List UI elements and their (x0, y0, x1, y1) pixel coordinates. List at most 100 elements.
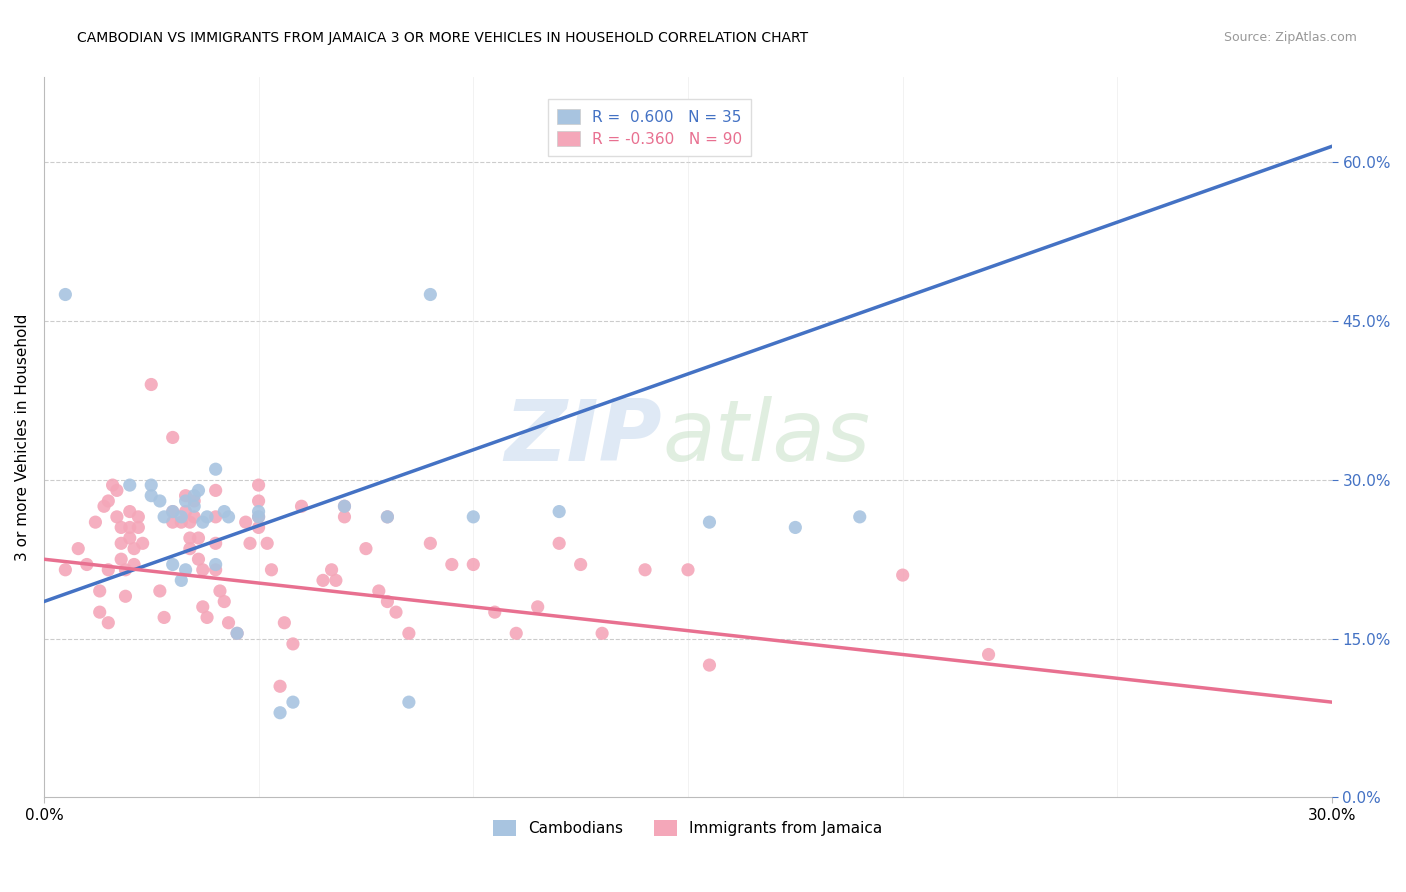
Point (848, 509, 870, 524)
Point (174, 563, 197, 577)
Point (101, 478, 124, 492)
Point (235, 515, 257, 529)
Point (170, 574, 193, 588)
Point (256, 536, 278, 550)
Point (53, 287, 76, 301)
Point (110, 536, 132, 550)
Point (195, 509, 218, 524)
Text: CAMBODIAN VS IMMIGRANTS FROM JAMAICA 3 OR MORE VEHICLES IN HOUSEHOLD CORRELATION: CAMBODIAN VS IMMIGRANTS FROM JAMAICA 3 O… (77, 31, 808, 45)
Point (204, 536, 226, 550)
Point (187, 483, 209, 498)
Point (204, 462, 226, 476)
Point (204, 558, 226, 572)
Point (891, 568, 914, 582)
Point (187, 552, 209, 566)
Point (118, 531, 141, 545)
Point (785, 520, 807, 534)
Point (97, 615, 120, 630)
Point (97, 563, 120, 577)
Point (290, 500, 312, 514)
Point (89, 605, 111, 619)
Point (53, 563, 76, 577)
Point (97, 494, 120, 508)
Point (162, 504, 184, 518)
Point (149, 494, 172, 508)
Point (110, 520, 132, 534)
Point (440, 558, 463, 572)
Point (183, 494, 205, 508)
Point (174, 489, 197, 503)
Point (84, 515, 107, 529)
Point (187, 531, 209, 545)
Point (114, 563, 136, 577)
Point (463, 509, 485, 524)
Point (526, 599, 548, 614)
Point (463, 558, 485, 572)
Point (67, 541, 90, 556)
Point (141, 489, 163, 503)
Point (170, 515, 193, 529)
Point (204, 509, 226, 524)
Point (89, 584, 111, 599)
Text: ZIP: ZIP (505, 396, 662, 479)
Point (676, 563, 699, 577)
Legend: Cambodians, Immigrants from Jamaica: Cambodians, Immigrants from Jamaica (486, 813, 890, 844)
Point (208, 584, 231, 599)
Point (260, 563, 283, 577)
Point (548, 504, 571, 518)
Point (170, 509, 193, 524)
Point (179, 515, 201, 529)
Point (118, 478, 141, 492)
Point (354, 541, 377, 556)
Point (218, 509, 240, 524)
Point (333, 509, 356, 524)
Point (591, 626, 613, 640)
Point (204, 563, 226, 577)
Point (191, 563, 214, 577)
Point (93, 500, 115, 514)
Point (321, 563, 343, 577)
Point (153, 509, 176, 524)
Point (131, 536, 153, 550)
Point (281, 637, 304, 651)
Point (367, 584, 389, 599)
Point (141, 478, 163, 492)
Point (141, 377, 163, 392)
Point (699, 658, 721, 673)
Point (634, 563, 657, 577)
Point (105, 483, 128, 498)
Point (377, 509, 399, 524)
Point (127, 509, 149, 524)
Point (226, 626, 249, 640)
Point (325, 574, 347, 588)
Point (699, 515, 721, 529)
Point (212, 504, 235, 518)
Point (174, 494, 197, 508)
Point (174, 504, 197, 518)
Point (183, 500, 205, 514)
Point (419, 536, 441, 550)
Point (153, 610, 176, 624)
Point (118, 504, 141, 518)
Point (127, 520, 149, 534)
Point (377, 594, 399, 608)
Point (398, 626, 420, 640)
Point (505, 626, 527, 640)
Point (333, 500, 356, 514)
Point (269, 706, 291, 720)
Point (273, 615, 295, 630)
Point (569, 558, 592, 572)
Point (281, 695, 304, 709)
Point (114, 589, 136, 603)
Point (191, 515, 214, 529)
Point (179, 531, 201, 545)
Point (247, 509, 270, 524)
Point (162, 558, 184, 572)
Point (162, 504, 184, 518)
Point (204, 483, 226, 498)
Point (247, 504, 270, 518)
Point (247, 494, 270, 508)
Point (162, 430, 184, 444)
Point (183, 509, 205, 524)
Point (226, 626, 249, 640)
